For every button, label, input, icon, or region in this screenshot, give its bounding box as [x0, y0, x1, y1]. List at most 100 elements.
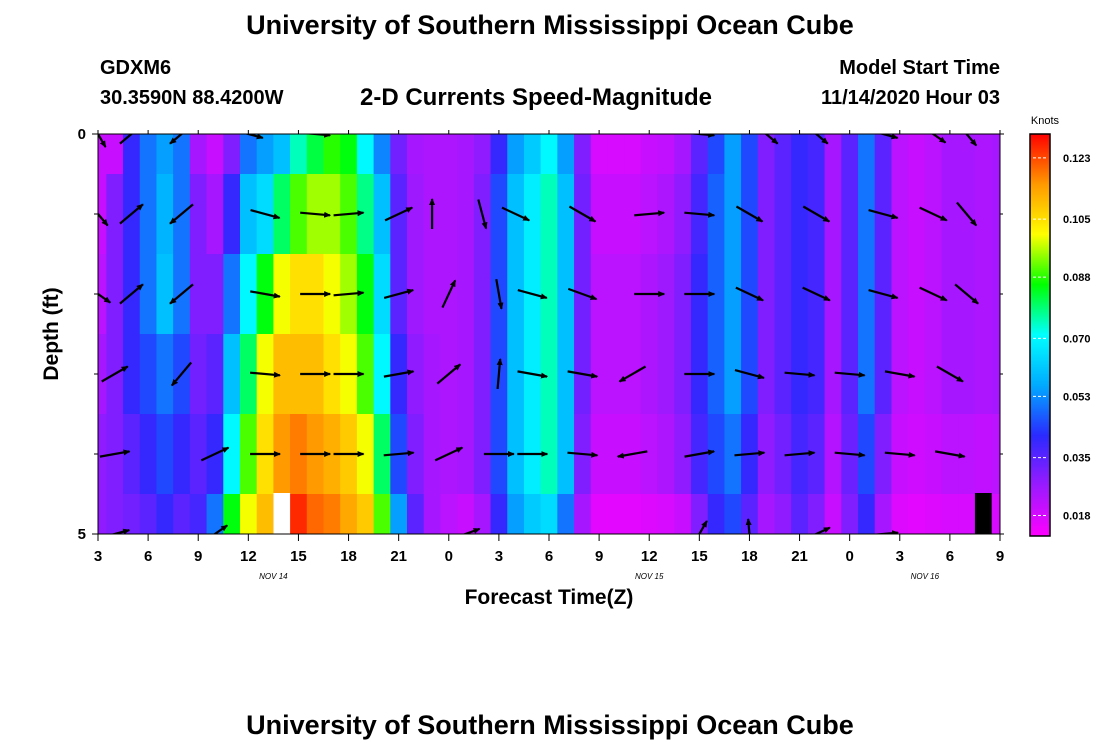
- heatmap-cell: [490, 134, 508, 175]
- heatmap-cell: [98, 174, 107, 255]
- missing-data-cell: [273, 493, 291, 534]
- heatmap-cell: [457, 334, 475, 415]
- heatmap-cell: [657, 494, 675, 534]
- heatmap-cell: [741, 134, 759, 175]
- heatmap-cell: [741, 494, 759, 534]
- heatmap-cell: [657, 414, 675, 495]
- date-label: NOV 16: [911, 572, 940, 581]
- x-tick-label: 15: [290, 548, 307, 565]
- heatmap-cell: [557, 494, 575, 534]
- current-vector: [698, 520, 708, 534]
- heatmap-cell: [674, 174, 692, 255]
- heatmap-cell: [824, 134, 842, 175]
- current-vector: [333, 210, 365, 217]
- x-tick-label: 9: [194, 548, 202, 565]
- y-tick-label: 5: [78, 526, 86, 543]
- colorbar-tick-label: 0.105: [1063, 214, 1091, 226]
- heatmap-cell: [607, 134, 625, 175]
- heatmap-cell: [457, 134, 475, 175]
- heatmap-cell: [674, 494, 692, 534]
- station-id: GDXM6: [100, 57, 172, 79]
- heatmap-cell: [407, 494, 425, 534]
- heatmap-cell: [874, 414, 893, 495]
- current-vector: [684, 449, 716, 458]
- current-vector: [965, 134, 978, 147]
- heatmap-cell: [807, 334, 826, 415]
- heatmap-cell: [206, 254, 224, 335]
- heatmap-cell: [858, 334, 876, 415]
- heatmap-cell: [624, 134, 642, 175]
- x-tick-label: 6: [144, 548, 152, 565]
- current-vector: [814, 134, 829, 145]
- heatmap-cell: [941, 174, 959, 255]
- heatmap-cell: [206, 174, 224, 255]
- current-vector: [169, 283, 194, 305]
- heatmap-cell: [189, 174, 208, 255]
- heatmap-cell: [724, 254, 742, 335]
- current-vector: [618, 365, 647, 383]
- heatmap-cell: [373, 334, 391, 415]
- heatmap-cell: [724, 174, 742, 255]
- heatmap-cell: [507, 254, 525, 335]
- heatmap-cell: [507, 334, 525, 415]
- heatmap-cell: [98, 134, 107, 175]
- heatmap-cell: [356, 254, 375, 335]
- heatmap-cell: [991, 414, 1000, 495]
- heatmap-cell: [824, 494, 842, 534]
- x-tick-label: 0: [845, 548, 853, 565]
- heatmap-cell: [356, 134, 375, 175]
- current-vector: [868, 209, 899, 220]
- heatmap-cell: [223, 254, 241, 335]
- heatmap-cell: [774, 334, 792, 415]
- current-vector: [200, 446, 230, 462]
- heatmap-cell: [707, 494, 725, 534]
- current-vector: [884, 370, 916, 379]
- heatmap-cell: [189, 334, 208, 415]
- current-vector: [954, 283, 979, 305]
- heatmap-cell: [106, 494, 124, 534]
- heatmap-cell: [173, 134, 191, 175]
- heatmap-cell: [958, 414, 976, 495]
- heatmap-cell: [239, 494, 258, 534]
- heatmap-cell: [891, 134, 909, 175]
- current-vector: [99, 449, 131, 458]
- heatmap-cell: [273, 414, 291, 495]
- heatmap-cell: [607, 254, 625, 335]
- heatmap-cell: [490, 174, 508, 255]
- current-vector: [802, 205, 831, 223]
- heatmap-cell: [574, 494, 592, 534]
- current-vector: [956, 201, 978, 227]
- chart-subtitle: 2-D Currents Speed-Magnitude: [360, 84, 713, 111]
- heatmap-cell: [590, 414, 609, 495]
- x-tick-label: 18: [741, 548, 758, 565]
- heatmap-cell: [239, 134, 258, 175]
- heatmap-cell: [858, 174, 876, 255]
- heatmap-cell: [256, 494, 274, 534]
- heatmap-cell: [757, 334, 776, 415]
- heatmap-cell: [323, 334, 341, 415]
- heatmap-cell: [239, 414, 258, 495]
- current-vector: [517, 370, 549, 379]
- heatmap-cell: [407, 134, 425, 175]
- current-vector: [495, 279, 504, 310]
- heatmap-cell: [173, 414, 191, 495]
- current-vector: [300, 211, 332, 218]
- model-start-label: Model Start Time: [839, 57, 1000, 79]
- x-tick-label: 3: [896, 548, 904, 565]
- x-tick-label: 9: [996, 548, 1004, 565]
- heatmap-cell: [139, 254, 158, 335]
- heatmap-cell: [256, 134, 274, 175]
- heatmap-cell: [273, 174, 291, 255]
- heatmap-cell: [407, 254, 425, 335]
- heatmap-cell: [607, 334, 625, 415]
- heatmap-cell: [390, 134, 408, 175]
- date-label: NOV 15: [635, 572, 664, 581]
- heatmap-cell: [974, 254, 993, 335]
- heatmap-cell: [858, 414, 876, 495]
- heatmap-cell: [824, 334, 842, 415]
- x-tick-label: 21: [791, 548, 808, 565]
- heatmap-cell: [707, 134, 725, 175]
- heatmap-cell: [557, 414, 575, 495]
- heatmap-cell: [223, 134, 241, 175]
